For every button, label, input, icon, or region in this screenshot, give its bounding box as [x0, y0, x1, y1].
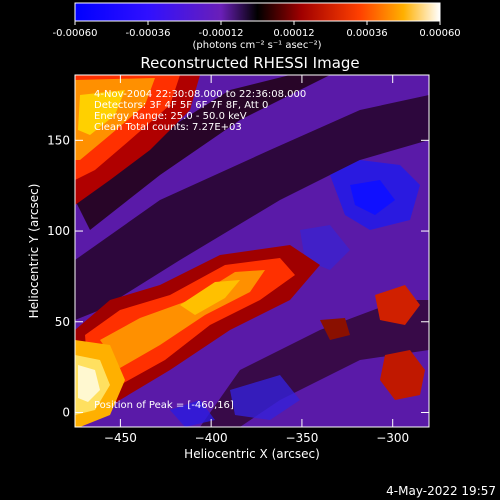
x-tick-label: −350	[285, 431, 318, 445]
colorbar-tick-label: 0.00012	[273, 28, 314, 39]
colorbar	[74, 2, 441, 22]
x-axis-ticks: −450 −400 −350 −300	[104, 75, 409, 445]
annotation-line: 4-Nov-2004 22:30:08.000 to 22:36:08.000	[94, 89, 306, 100]
colorbar-tick-label: -0.00012	[199, 28, 244, 39]
y-tick-label: 50	[55, 315, 70, 329]
colorbar-tick-label: -0.00036	[126, 28, 171, 39]
colorbar-tick-label: 0.00060	[419, 28, 460, 39]
annotation-line: Energy Range: 25.0 - 50.0 keV	[94, 111, 247, 122]
colorbar-tick-label: 0.00036	[346, 28, 387, 39]
annotation-line: Detectors: 3F 4F 5F 6F 7F 8F, Att 0	[94, 100, 268, 111]
x-tick-label: −400	[195, 431, 228, 445]
peak-position-label: Position of Peak = [-460,16]	[94, 400, 234, 411]
colorbar-ticks: -0.00060 -0.00036 -0.00012 0.00012 0.00036 0.…	[53, 21, 461, 39]
plot-frame	[74, 74, 430, 428]
annotation-line: Clean Total counts: 7.27E+03	[94, 122, 242, 133]
heatmap-image	[75, 75, 429, 427]
y-tick-label: 100	[47, 224, 70, 238]
timestamp: 4-May-2022 19:57	[386, 484, 496, 498]
annotations: 4-Nov-2004 22:30:08.000 to 22:36:08.000D…	[94, 89, 306, 133]
y-tick-label: 150	[47, 133, 70, 147]
x-axis-label: Heliocentric X (arcsec)	[184, 447, 320, 461]
y-tick-label: 0	[62, 405, 70, 419]
x-tick-label: −300	[376, 431, 409, 445]
colorbar-tick-label: -0.00060	[53, 28, 98, 39]
colorbar-unit-label: (photons cm⁻² s⁻¹ asec⁻²)	[192, 40, 321, 51]
y-axis-ticks: 0 50 100 150	[47, 133, 429, 419]
x-tick-label: −450	[104, 431, 137, 445]
chart-title: Reconstructed RHESSI Image	[140, 54, 359, 72]
y-axis-label: Heliocentric Y (arcsec)	[27, 184, 41, 319]
